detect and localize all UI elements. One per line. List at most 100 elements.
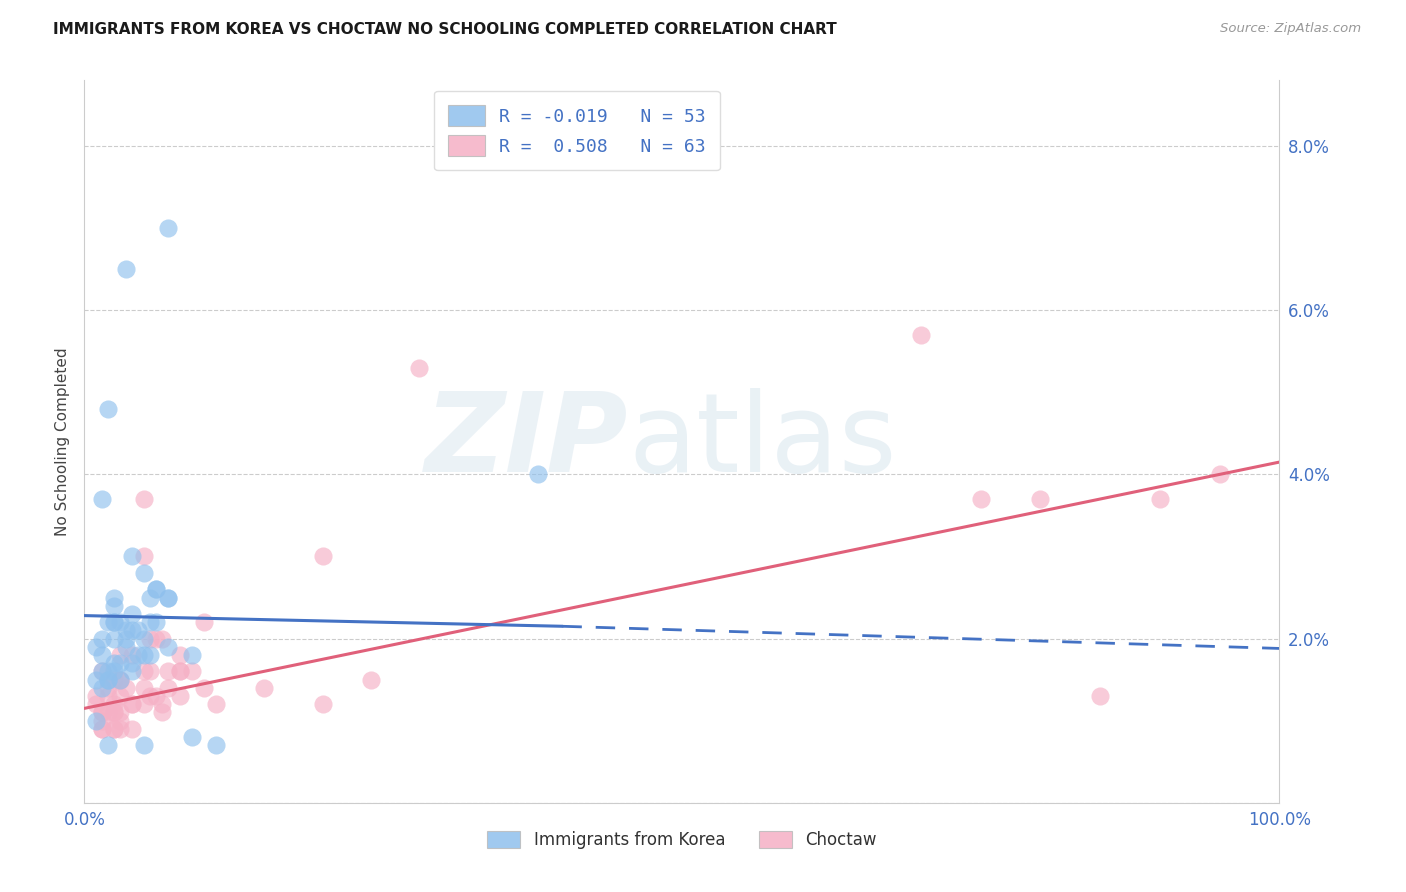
Point bbox=[169, 648, 191, 662]
Point bbox=[115, 632, 138, 646]
Point bbox=[110, 673, 132, 687]
Point bbox=[103, 706, 125, 720]
Point bbox=[132, 549, 156, 564]
Point bbox=[91, 665, 114, 679]
Point bbox=[91, 632, 114, 646]
Point bbox=[150, 632, 173, 646]
Point bbox=[910, 327, 932, 342]
Point bbox=[139, 648, 162, 662]
Point bbox=[169, 665, 191, 679]
Point bbox=[121, 698, 143, 712]
Point bbox=[97, 689, 120, 703]
Point bbox=[169, 665, 191, 679]
Point bbox=[1029, 491, 1052, 506]
Point bbox=[91, 665, 114, 679]
Point bbox=[157, 591, 180, 605]
Point bbox=[157, 221, 180, 235]
Point bbox=[121, 698, 143, 712]
Point bbox=[103, 722, 125, 736]
Text: Source: ZipAtlas.com: Source: ZipAtlas.com bbox=[1220, 22, 1361, 36]
Point bbox=[97, 681, 120, 695]
Point bbox=[103, 722, 125, 736]
Point bbox=[91, 491, 114, 506]
Point bbox=[139, 689, 162, 703]
Point bbox=[121, 665, 143, 679]
Point bbox=[132, 698, 156, 712]
Point bbox=[132, 665, 156, 679]
Point bbox=[408, 360, 430, 375]
Point bbox=[97, 665, 120, 679]
Point bbox=[115, 624, 138, 638]
Point bbox=[1090, 689, 1112, 703]
Point bbox=[103, 615, 125, 630]
Point bbox=[91, 706, 114, 720]
Point bbox=[103, 591, 125, 605]
Point bbox=[1149, 491, 1171, 506]
Point bbox=[115, 640, 138, 654]
Point bbox=[145, 615, 167, 630]
Point bbox=[115, 681, 138, 695]
Point bbox=[970, 491, 993, 506]
Legend: Immigrants from Korea, Choctaw: Immigrants from Korea, Choctaw bbox=[481, 824, 883, 856]
Point bbox=[132, 566, 156, 580]
Point bbox=[132, 739, 156, 753]
Point bbox=[97, 673, 120, 687]
Point bbox=[127, 624, 149, 638]
Point bbox=[91, 722, 114, 736]
Point bbox=[110, 648, 132, 662]
Point bbox=[115, 262, 138, 277]
Point bbox=[527, 467, 550, 482]
Point bbox=[121, 648, 143, 662]
Point bbox=[205, 698, 228, 712]
Point bbox=[121, 657, 143, 671]
Point bbox=[97, 615, 120, 630]
Point bbox=[145, 632, 167, 646]
Point bbox=[110, 615, 132, 630]
Point bbox=[103, 632, 125, 646]
Point bbox=[139, 615, 162, 630]
Point bbox=[121, 607, 143, 621]
Point bbox=[139, 665, 162, 679]
Point bbox=[91, 681, 114, 695]
Point bbox=[110, 673, 132, 687]
Point bbox=[193, 615, 215, 630]
Point bbox=[145, 582, 167, 597]
Point bbox=[157, 681, 180, 695]
Point bbox=[127, 648, 149, 662]
Point bbox=[86, 673, 108, 687]
Point bbox=[145, 689, 167, 703]
Point bbox=[97, 673, 120, 687]
Point bbox=[193, 681, 215, 695]
Point bbox=[86, 640, 108, 654]
Point bbox=[91, 722, 114, 736]
Point bbox=[157, 591, 180, 605]
Point bbox=[169, 689, 191, 703]
Point bbox=[103, 673, 125, 687]
Point bbox=[103, 665, 125, 679]
Point bbox=[145, 582, 167, 597]
Point bbox=[253, 681, 276, 695]
Point bbox=[181, 648, 204, 662]
Point bbox=[150, 698, 173, 712]
Point bbox=[132, 632, 156, 646]
Point bbox=[181, 665, 204, 679]
Point bbox=[132, 491, 156, 506]
Point bbox=[91, 706, 114, 720]
Point bbox=[110, 657, 132, 671]
Point bbox=[110, 706, 132, 720]
Text: ZIP: ZIP bbox=[425, 388, 628, 495]
Point bbox=[86, 714, 108, 728]
Point bbox=[97, 706, 120, 720]
Point bbox=[103, 599, 125, 613]
Point bbox=[103, 698, 125, 712]
Point bbox=[97, 401, 120, 416]
Point bbox=[132, 681, 156, 695]
Point bbox=[86, 698, 108, 712]
Point bbox=[205, 739, 228, 753]
Point bbox=[110, 689, 132, 703]
Point bbox=[181, 730, 204, 744]
Point bbox=[157, 640, 180, 654]
Y-axis label: No Schooling Completed: No Schooling Completed bbox=[55, 347, 70, 536]
Point bbox=[139, 632, 162, 646]
Point bbox=[157, 665, 180, 679]
